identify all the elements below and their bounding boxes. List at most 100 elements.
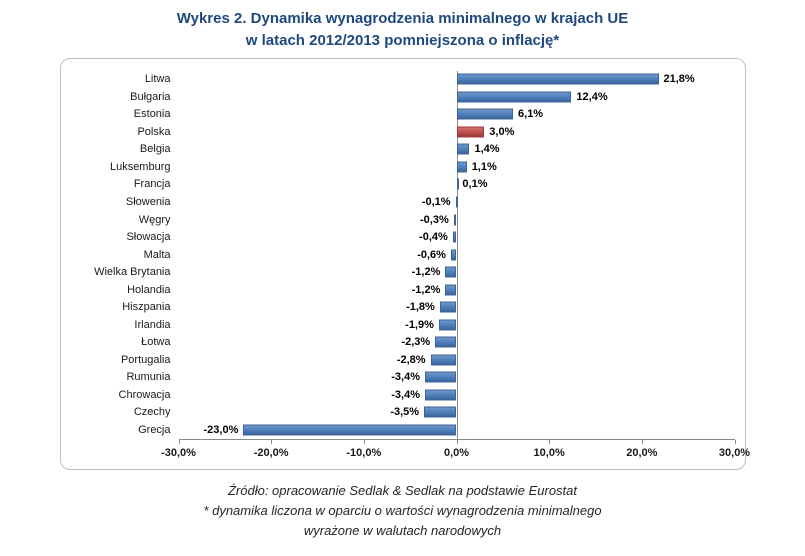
category-label: Węgry xyxy=(138,213,171,226)
bar-track: -3,4% xyxy=(179,386,735,404)
value-label: -1,9% xyxy=(405,318,434,331)
category-label: Hiszpania xyxy=(122,301,171,314)
bar xyxy=(456,178,459,190)
value-label: -0,1% xyxy=(421,195,451,208)
bar-track: 21,8% xyxy=(179,71,735,89)
chart-row: Czechy -3,5% xyxy=(67,404,735,422)
value-label: -3,5% xyxy=(390,406,420,419)
bar-track: -3,4% xyxy=(179,369,735,387)
bar xyxy=(456,91,572,103)
bar-track: -0,3% xyxy=(179,211,735,229)
axis-tick xyxy=(363,439,365,444)
bar xyxy=(456,73,659,85)
chart-footer: Źródło: opracowanie Sedlak & Sedlak na p… xyxy=(0,481,805,541)
bar xyxy=(430,354,457,366)
value-label: -1,8% xyxy=(406,301,435,314)
value-label: -2,8% xyxy=(396,353,426,366)
bar-track: 0,1% xyxy=(179,176,735,194)
bar-track: -1,2% xyxy=(179,263,735,281)
value-label: 12,4% xyxy=(576,90,608,103)
category-label: Luksemburg xyxy=(109,160,171,173)
x-axis: -30,0% -20,0% -10,0% 0,0% 10,0% 20,0% 30,0% xyxy=(161,438,750,465)
chart-row: Słowenia -0,1% xyxy=(67,193,735,211)
category-label: Słowacja xyxy=(126,231,171,244)
value-label: -23,0% xyxy=(203,423,239,436)
bar-track: -1,9% xyxy=(179,316,735,334)
bar-highlight xyxy=(456,126,485,138)
bar xyxy=(435,336,457,348)
category-label: Francja xyxy=(133,178,171,191)
bar xyxy=(456,161,467,173)
bar-track: 3,0% xyxy=(179,123,735,141)
chart-row: Węgry -0,3% xyxy=(67,211,735,229)
category-label: Czechy xyxy=(133,406,171,419)
bar-track: -2,8% xyxy=(179,351,735,369)
chart-row: Hiszpania -1,8% xyxy=(67,298,735,316)
chart-row: Irlandia -1,9% xyxy=(67,316,735,334)
axis-tick-label: 0,0% xyxy=(443,446,470,459)
value-label: 1,4% xyxy=(474,143,500,156)
axis-tick xyxy=(178,439,180,444)
category-label: Łotwa xyxy=(141,336,171,349)
value-label: -1,2% xyxy=(411,266,441,279)
value-label: -3,4% xyxy=(391,388,420,401)
chart-row: Grecja -23,0% xyxy=(67,421,735,439)
category-label: Irlandia xyxy=(134,318,171,331)
bar xyxy=(445,284,457,296)
axis-tick xyxy=(641,439,643,444)
category-label: Portugalia xyxy=(120,353,171,366)
plot-area: Litwa 21,8% Bułgaria 12,4% Estonia 6,1% Polska… xyxy=(67,70,735,439)
chart-area: Litwa 21,8% Bułgaria 12,4% Estonia 6,1% Polska… xyxy=(59,57,750,470)
bar xyxy=(456,108,514,120)
chart-row: Malta -0,6% xyxy=(67,246,735,264)
value-label: -1,2% xyxy=(411,283,441,296)
chart-row: Luksemburg 1,1% xyxy=(67,158,735,176)
chart-row: Litwa 21,8% xyxy=(67,71,735,89)
axis-tick-label: -10,0% xyxy=(346,446,382,459)
footnote-line1: * dynamika liczona w oparciu o wartości … xyxy=(203,502,602,518)
value-label: -3,4% xyxy=(391,371,420,384)
bar-track: 12,4% xyxy=(179,88,735,106)
bar-track: -1,8% xyxy=(179,298,735,316)
chart-row: Wielka Brytania -1,2% xyxy=(67,263,735,281)
bar-track: -0,6% xyxy=(179,246,735,264)
chart-row: Bułgaria 12,4% xyxy=(67,88,735,106)
bar xyxy=(452,231,457,243)
bar xyxy=(445,266,457,278)
bar xyxy=(243,424,457,436)
category-label: Polska xyxy=(137,125,171,138)
bar xyxy=(453,214,457,226)
bar-track: 1,4% xyxy=(179,141,735,159)
chart-row: Portugalia -2,8% xyxy=(67,351,735,369)
category-label: Estonia xyxy=(133,108,171,121)
chart-title-line1: Wykres 2. Dynamika wynagrodzenia minimal… xyxy=(176,10,629,27)
chart-title: Wykres 2. Dynamika wynagrodzenia minimal… xyxy=(0,0,805,52)
chart-row: Łotwa -2,3% xyxy=(67,333,735,351)
bar-track: -0,4% xyxy=(179,228,735,246)
axis-tick xyxy=(734,439,736,444)
axis-tick xyxy=(456,439,458,444)
chart-title-line2: w latach 2012/2013 pomniejszona o inflac… xyxy=(245,31,560,49)
axis-tick-label: 10,0% xyxy=(533,446,565,459)
value-label: 6,1% xyxy=(518,108,544,121)
bar xyxy=(450,249,457,261)
bar-track: -1,2% xyxy=(179,281,735,299)
category-label: Malta xyxy=(143,248,171,261)
axis-tick-label: -30,0% xyxy=(161,446,196,459)
category-label: Słowenia xyxy=(125,195,171,208)
value-label: -0,3% xyxy=(419,213,449,226)
category-label: Bułgaria xyxy=(130,90,171,103)
category-label: Wielka Brytania xyxy=(94,266,171,279)
bar xyxy=(438,319,457,331)
bar-track: 6,1% xyxy=(179,106,735,124)
axis-tick xyxy=(549,439,551,444)
bar-track: -23,0% xyxy=(179,421,735,439)
category-label: Belgia xyxy=(139,143,171,156)
bar-track: -0,1% xyxy=(179,193,735,211)
category-label: Litwa xyxy=(144,73,171,86)
chart-row: Francja 0,1% xyxy=(67,176,735,194)
value-label: 1,1% xyxy=(471,160,497,173)
category-label: Rumunia xyxy=(126,371,171,384)
chart-row: Słowacja -0,4% xyxy=(67,228,735,246)
